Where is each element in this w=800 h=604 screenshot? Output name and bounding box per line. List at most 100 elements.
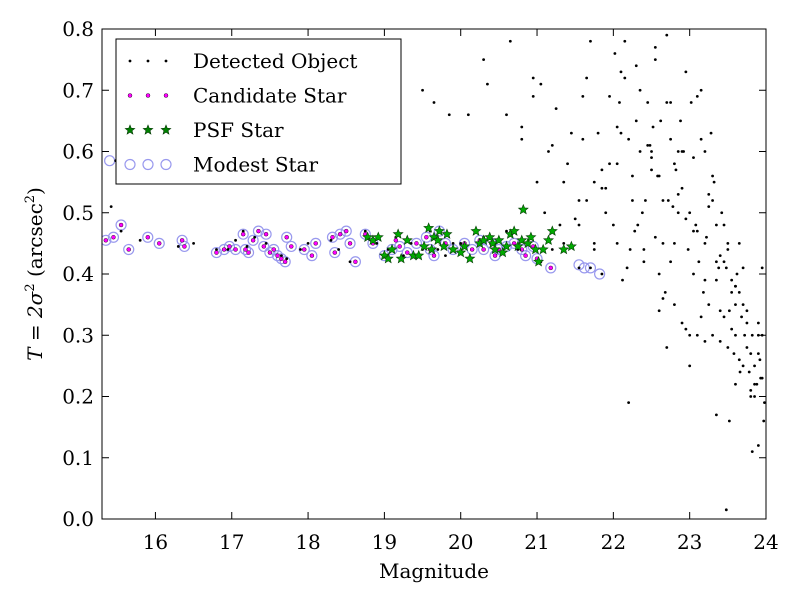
x-tick-label: 22 <box>601 530 626 554</box>
modest-point <box>223 240 236 253</box>
detected-point <box>686 248 690 251</box>
detected-point <box>673 303 676 307</box>
y-axis-label-sup: 2 <box>23 283 38 291</box>
detected-point <box>740 315 743 319</box>
psf-point <box>386 243 398 255</box>
detected-point <box>447 113 451 117</box>
legend-marker <box>124 124 136 135</box>
legend-marker <box>142 124 154 135</box>
legend-label: Detected Object <box>193 49 357 73</box>
candidate-point <box>233 247 238 252</box>
detected-point <box>749 395 753 398</box>
detected-point <box>566 162 569 166</box>
detected-point <box>665 346 669 349</box>
detected-point <box>714 223 718 227</box>
modest-point <box>239 243 252 256</box>
detected-point <box>421 88 424 92</box>
detected-point <box>657 272 661 276</box>
y-axis-label-main: T = 2σ <box>23 290 47 361</box>
psf-point <box>517 203 529 215</box>
detected-point <box>550 143 554 147</box>
detected-point <box>547 150 550 153</box>
detected-point <box>707 192 711 196</box>
modest-point <box>247 234 259 246</box>
detected-point <box>627 401 631 405</box>
detected-point <box>306 241 310 245</box>
x-tick-label: 17 <box>219 530 244 554</box>
detected-point <box>692 156 695 160</box>
detected-point <box>459 241 463 245</box>
legend-entry-detected: Detected Object <box>128 49 357 73</box>
legend-marker <box>160 158 172 171</box>
detected-point <box>669 137 672 141</box>
detected-point <box>745 321 749 325</box>
psf-point <box>493 234 505 246</box>
y-tick-label: 0.2 <box>62 385 94 409</box>
candidate-point <box>145 235 150 240</box>
modest-point <box>545 262 557 274</box>
x-axis-label: Magnitude <box>379 559 489 583</box>
detected-point <box>717 266 721 270</box>
psf-point <box>426 243 438 255</box>
x-tick-label: 24 <box>753 530 778 554</box>
modest-point <box>258 240 270 253</box>
psf-point <box>447 243 459 255</box>
detected-point <box>656 174 660 178</box>
modest-point <box>279 256 291 268</box>
modest-point <box>281 231 293 243</box>
detected-point <box>676 150 680 153</box>
candidate-point <box>393 238 399 243</box>
detected-point <box>531 94 535 98</box>
detected-point <box>600 272 604 276</box>
detected-point <box>718 254 722 258</box>
candidate-point <box>267 250 273 255</box>
legend-label: Modest Star <box>193 153 318 177</box>
psf-point <box>464 252 476 264</box>
candidate-point <box>397 244 402 249</box>
psf-point <box>459 240 471 252</box>
detected-point <box>650 150 653 153</box>
detected-point <box>215 248 218 251</box>
psf-point <box>401 234 413 246</box>
detected-point <box>644 199 647 202</box>
detected-point <box>724 508 728 512</box>
modest-point <box>252 225 265 237</box>
legend-marker <box>146 59 150 63</box>
psf-point <box>522 237 534 249</box>
detected-point <box>348 260 352 264</box>
detected-point <box>604 186 608 190</box>
detected-point <box>747 370 751 374</box>
candidate-point <box>414 241 419 246</box>
detected-point <box>253 235 257 239</box>
detected-point <box>505 113 508 117</box>
detected-point <box>669 101 672 104</box>
psf-point <box>525 231 537 242</box>
psf-point <box>395 252 407 264</box>
x-tick-label: 16 <box>143 530 168 554</box>
candidate-point <box>548 265 553 271</box>
detected-point <box>520 137 524 141</box>
series-modest <box>102 155 606 280</box>
detected-point <box>625 266 629 270</box>
detected-point <box>581 94 585 98</box>
detected-point <box>703 150 707 153</box>
legend-marker <box>124 158 136 171</box>
candidate-point <box>289 244 294 249</box>
detected-point <box>745 309 749 313</box>
detected-point <box>676 192 680 196</box>
detected-point <box>619 70 623 74</box>
detected-point <box>508 39 512 43</box>
y-axis-label-close: ) <box>23 187 47 195</box>
detected-point <box>756 321 760 325</box>
candidate-point <box>332 250 337 255</box>
detected-point <box>596 131 600 135</box>
modest-point <box>260 228 272 240</box>
detected-point <box>749 352 753 356</box>
detected-point <box>688 364 692 368</box>
detected-point <box>743 333 747 337</box>
candidate-point <box>227 244 232 249</box>
candidate-point <box>250 238 256 243</box>
detected-point <box>623 39 627 43</box>
detected-point <box>753 364 756 368</box>
detected-point <box>682 150 685 153</box>
